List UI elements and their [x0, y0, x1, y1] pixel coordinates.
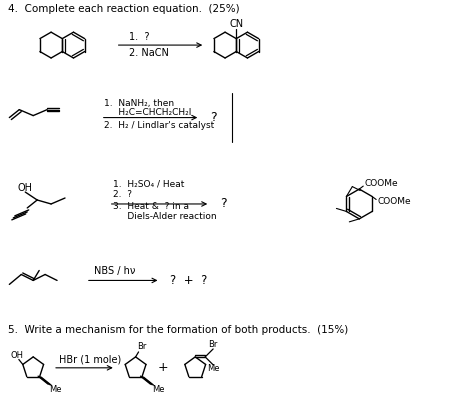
Text: Diels-Alder reaction: Diels-Alder reaction — [113, 212, 216, 221]
Text: 1.  NaNH₂, then: 1. NaNH₂, then — [104, 99, 174, 108]
Text: 1.  ?: 1. ? — [128, 32, 149, 42]
Text: 1.  H₂SO₄ / Heat: 1. H₂SO₄ / Heat — [113, 180, 184, 189]
Text: 2. NaCN: 2. NaCN — [128, 48, 169, 58]
Text: H₂C=CHCH₂CH₂I: H₂C=CHCH₂CH₂I — [104, 108, 191, 117]
Text: Me: Me — [207, 364, 219, 373]
Text: 2.  ?: 2. ? — [113, 190, 132, 199]
Text: ?  +  ?: ? + ? — [170, 274, 208, 287]
Text: OH: OH — [17, 183, 32, 193]
Text: 2.  H₂ / Lindlar's catalyst: 2. H₂ / Lindlar's catalyst — [104, 121, 214, 130]
Text: +: + — [157, 361, 168, 374]
Text: Me: Me — [50, 385, 62, 394]
Text: Br: Br — [137, 342, 147, 352]
Text: 5.  Write a mechanism for the formation of both products.  (15%): 5. Write a mechanism for the formation o… — [9, 325, 348, 335]
Text: COOMe: COOMe — [364, 179, 398, 188]
Text: Me: Me — [152, 385, 164, 394]
Text: 4.  Complete each reaction equation.  (25%): 4. Complete each reaction equation. (25%… — [9, 4, 240, 14]
Text: Br: Br — [209, 340, 218, 350]
Text: ?: ? — [210, 111, 217, 124]
Text: OH: OH — [11, 351, 24, 360]
Text: 3.  Heat &  ? in a: 3. Heat & ? in a — [113, 202, 189, 211]
Text: HBr (1 mole): HBr (1 mole) — [59, 355, 121, 365]
Text: CN: CN — [229, 19, 243, 29]
Text: ?: ? — [220, 198, 227, 210]
Text: COOMe: COOMe — [377, 197, 411, 206]
Text: NBS / hν: NBS / hν — [94, 267, 135, 277]
